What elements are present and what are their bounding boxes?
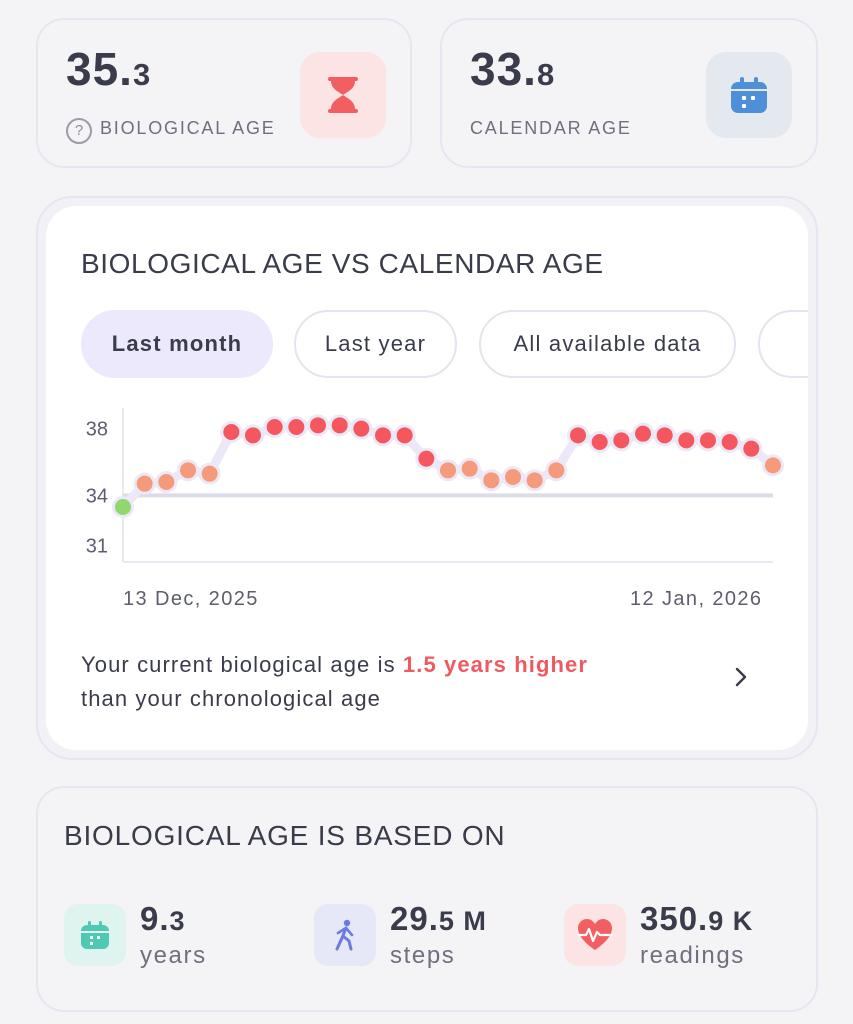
tab-all-data[interactable]: All available data [479, 310, 736, 378]
metric-years-unit: years [140, 942, 207, 969]
data-point [765, 457, 781, 474]
walking-icon [314, 904, 376, 966]
data-point [266, 419, 283, 435]
data-point [483, 472, 500, 489]
calendar-age-value: 33.8 [470, 43, 556, 95]
data-point [591, 434, 608, 450]
based-on-card: BIOLOGICAL AGE IS BASED ON 9.3 years [36, 786, 818, 1012]
data-point [721, 434, 738, 450]
hourglass-icon [300, 52, 386, 138]
data-point [678, 432, 695, 449]
data-point [526, 472, 543, 489]
age-difference-highlight: 1.5 years higher [402, 652, 589, 677]
x-label-end: 12 Jan, 2026 [630, 588, 763, 610]
tab-more[interactable] [758, 310, 808, 378]
metric-steps-value: 29.5 M [390, 900, 487, 937]
metric-readings-value: 350.9 K [640, 900, 754, 937]
metric-readings-unit: readings [640, 942, 745, 969]
biological-age-card[interactable]: 35.3 ? BIOLOGICAL AGE [36, 18, 412, 168]
data-point [288, 419, 305, 435]
data-point [613, 432, 630, 449]
calendar-icon [706, 52, 792, 138]
data-point [158, 474, 175, 490]
y-tick-label: 31 [86, 535, 108, 557]
data-point [353, 420, 370, 437]
data-point [461, 460, 478, 477]
tab-last-year[interactable]: Last year [294, 310, 457, 378]
y-tick-label: 34 [86, 485, 108, 507]
help-icon[interactable]: ? [66, 118, 92, 144]
data-point [505, 469, 521, 485]
biological-age-label: BIOLOGICAL AGE [100, 118, 276, 138]
metric-years-value: 9.3 [140, 900, 186, 937]
y-tick-label: 38 [86, 419, 108, 441]
data-point [136, 475, 153, 492]
tab-last-month[interactable]: Last month [81, 310, 273, 378]
x-label-start: 13 Dec, 2025 [123, 588, 259, 610]
data-point [223, 424, 240, 440]
chevron-right-icon[interactable] [728, 664, 754, 690]
data-point [700, 432, 716, 449]
metric-steps-unit: steps [390, 942, 456, 969]
data-point [656, 427, 673, 444]
based-on-title: BIOLOGICAL AGE IS BASED ON [64, 820, 506, 851]
heart-pulse-icon [564, 904, 626, 966]
data-point [743, 440, 760, 457]
data-point [548, 462, 565, 479]
data-point [115, 499, 131, 515]
data-point [310, 417, 326, 434]
age-comparison-chart-card: BIOLOGICAL AGE VS CALENDAR AGE Last mont… [46, 206, 808, 750]
data-point [201, 465, 218, 482]
calendar-icon [64, 904, 126, 966]
age-chart: 38 34 31 [86, 408, 784, 563]
data-point [375, 427, 391, 444]
data-point [635, 425, 651, 442]
data-point [418, 450, 435, 467]
data-point [180, 462, 196, 479]
calendar-age-card[interactable]: 33.8 CALENDAR AGE [440, 18, 818, 168]
data-point [396, 427, 413, 444]
age-summary: Your current biological age is 1.5 years… [81, 652, 589, 711]
data-point [245, 427, 261, 444]
data-point [331, 417, 348, 434]
calendar-age-label: CALENDAR AGE [470, 118, 632, 138]
biological-age-value: 35.3 [66, 43, 152, 95]
data-point [440, 462, 456, 479]
chart-title: BIOLOGICAL AGE VS CALENDAR AGE [81, 248, 604, 279]
data-point [570, 427, 586, 444]
